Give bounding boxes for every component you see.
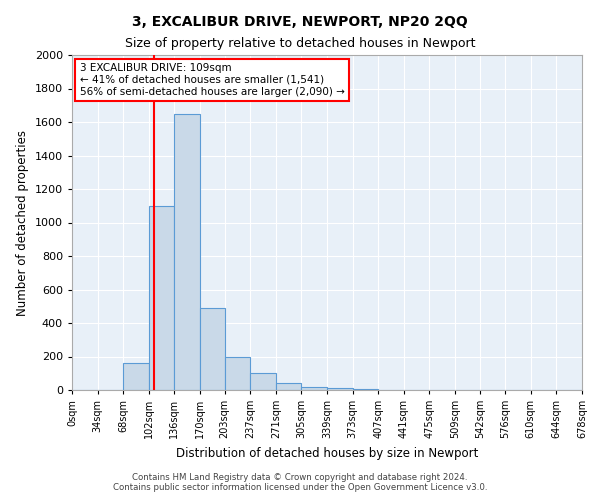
Text: 3 EXCALIBUR DRIVE: 109sqm
← 41% of detached houses are smaller (1,541)
56% of se: 3 EXCALIBUR DRIVE: 109sqm ← 41% of detac… — [80, 64, 344, 96]
Bar — [123, 363, 149, 390]
Bar — [327, 388, 353, 390]
Bar — [301, 386, 327, 390]
Text: Contains HM Land Registry data © Crown copyright and database right 2024.
Contai: Contains HM Land Registry data © Crown c… — [113, 473, 487, 492]
Text: 3, EXCALIBUR DRIVE, NEWPORT, NP20 2QQ: 3, EXCALIBUR DRIVE, NEWPORT, NP20 2QQ — [132, 15, 468, 29]
X-axis label: Distribution of detached houses by size in Newport: Distribution of detached houses by size … — [176, 446, 478, 460]
Bar — [149, 206, 175, 390]
Y-axis label: Number of detached properties: Number of detached properties — [16, 130, 29, 316]
Bar — [353, 389, 378, 390]
Bar — [250, 373, 276, 390]
Text: Size of property relative to detached houses in Newport: Size of property relative to detached ho… — [125, 38, 475, 51]
Bar — [224, 356, 250, 390]
Bar — [276, 384, 301, 390]
Bar — [200, 308, 226, 390]
Bar — [175, 114, 200, 390]
